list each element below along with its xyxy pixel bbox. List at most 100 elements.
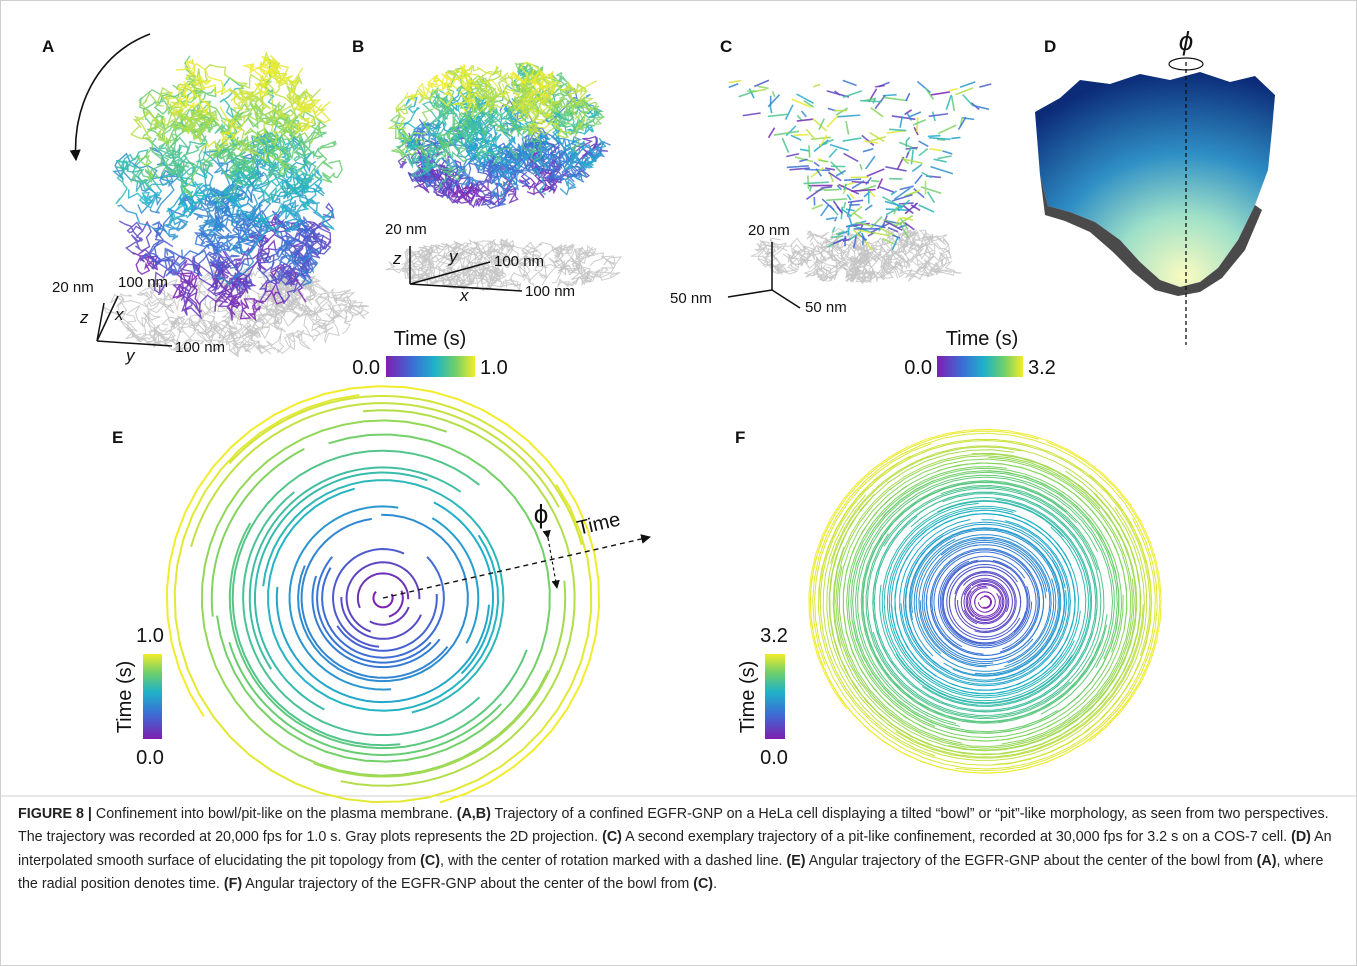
caption-text: A second exemplary trajectory of a pit-l… <box>621 829 1292 846</box>
trajectory <box>806 227 849 249</box>
trajectory <box>818 227 860 260</box>
trajectory <box>921 171 932 179</box>
trajectory <box>249 213 304 266</box>
trajectory <box>945 94 953 111</box>
trajectory <box>844 178 862 182</box>
angular-trajectory <box>829 449 1141 755</box>
angular-trajectory <box>946 563 1021 641</box>
trajectory <box>847 215 853 227</box>
angular-trajectory <box>812 432 1158 772</box>
trajectory <box>285 172 314 209</box>
angular-trajectory <box>970 587 1000 617</box>
trajectory <box>499 239 548 287</box>
panel-label: C <box>720 37 732 56</box>
trajectory <box>427 64 474 107</box>
angular-trajectory <box>297 513 469 683</box>
rotation-arrow <box>69 33 151 162</box>
trajectory <box>875 84 885 88</box>
axes-a <box>96 295 173 347</box>
trajectory <box>831 226 836 233</box>
trajectory <box>830 235 844 239</box>
trajectory <box>256 247 299 305</box>
trajectory <box>205 182 235 212</box>
angular-trajectory <box>860 480 1108 724</box>
trajectory <box>870 107 884 118</box>
angular-trajectory <box>842 462 1128 742</box>
trajectory <box>832 237 847 245</box>
axis-scale: 50 nm <box>805 299 847 316</box>
colorbar-min: 0.0 <box>904 357 932 379</box>
trajectory <box>901 156 910 165</box>
angular-trajectory <box>925 544 1045 660</box>
trajectory <box>176 160 211 204</box>
caption: FIGURE 8 | Confinement into bowl/pit-lik… <box>18 803 1340 897</box>
trajectory <box>470 238 513 266</box>
trajectory <box>784 104 794 120</box>
trajectory <box>288 129 310 227</box>
angular-trajectory <box>881 500 1073 704</box>
trajectory <box>962 117 975 121</box>
trajectory <box>162 59 206 117</box>
angular-trajectory <box>979 596 991 608</box>
trajectory <box>790 134 802 141</box>
trajectory <box>270 88 314 146</box>
trajectory <box>937 124 957 135</box>
angular-trajectory <box>852 471 1118 733</box>
trajectory <box>799 148 810 152</box>
trajectory <box>473 137 505 172</box>
angular-trajectory <box>900 519 1070 685</box>
trajectory <box>843 152 859 163</box>
trajectory <box>842 201 847 209</box>
trajectory <box>794 156 814 163</box>
trajectory <box>860 99 882 103</box>
angular-trajectory <box>968 585 1002 619</box>
trajectory <box>905 92 911 102</box>
trajectory <box>829 143 849 152</box>
trajectory <box>870 135 887 142</box>
angular-trajectory <box>165 385 601 804</box>
trajectory <box>813 232 869 279</box>
trajectory <box>148 240 187 277</box>
angular-trajectory <box>262 479 505 714</box>
angular-trajectory <box>817 455 1153 766</box>
angular-trajectory <box>939 560 1031 647</box>
trajectory <box>242 55 275 98</box>
trajectory <box>192 251 229 277</box>
trajectory <box>942 150 953 155</box>
caption-bold: (C) <box>693 876 714 893</box>
trajectory <box>928 112 949 118</box>
angular-trajectory <box>910 496 1093 707</box>
trajectory <box>851 188 876 192</box>
trajectory <box>151 137 185 179</box>
trajectory <box>401 251 433 280</box>
trajectory <box>531 133 553 195</box>
trajectory <box>914 174 923 185</box>
angular-trajectory <box>173 394 593 804</box>
trajectory <box>899 217 909 230</box>
caption-bold: (A,B) <box>456 806 491 822</box>
trajectory <box>828 148 838 158</box>
trajectory <box>175 68 204 102</box>
trajectory <box>902 157 923 165</box>
angular-trajectory <box>433 501 494 675</box>
trajectory <box>812 118 828 132</box>
trajectory <box>904 221 915 231</box>
trajectory <box>832 200 842 213</box>
trajectory <box>169 314 205 342</box>
angular-trajectory <box>300 517 449 679</box>
trajectory <box>191 272 226 338</box>
trajectory <box>883 96 908 102</box>
caption-bold: (C) <box>602 829 622 846</box>
trajectory <box>881 245 918 275</box>
trajectory <box>821 198 835 211</box>
trajectory <box>786 152 800 158</box>
trajectory <box>789 167 810 171</box>
angular-trajectory <box>321 556 445 659</box>
angular-trajectory <box>937 555 1033 649</box>
colorbar <box>937 356 1023 377</box>
trajectory <box>865 177 872 186</box>
trajectory <box>905 111 913 121</box>
trajectory <box>859 163 863 170</box>
trajectory <box>948 87 958 92</box>
